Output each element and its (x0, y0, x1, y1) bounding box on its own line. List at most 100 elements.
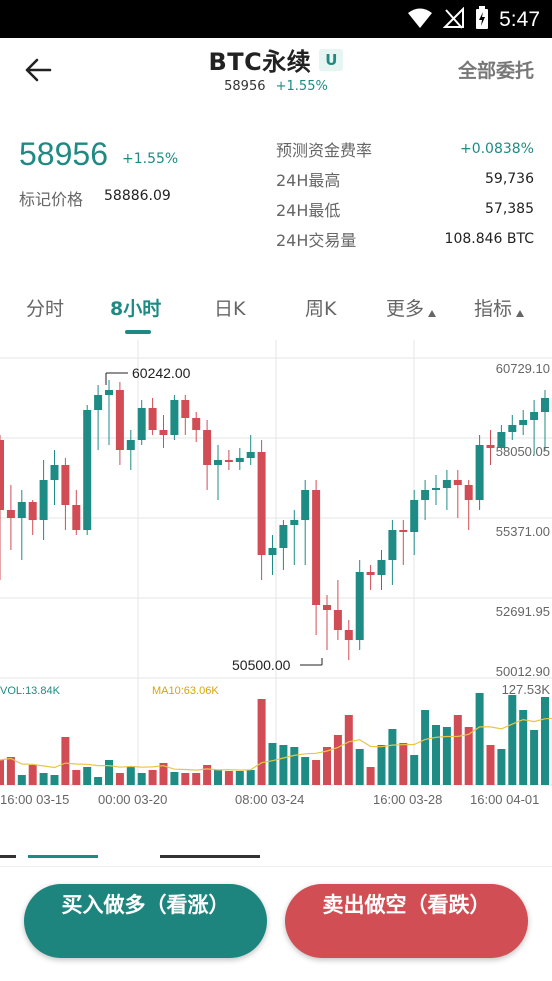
buy-long-button[interactable]: 买入做多（看涨） (24, 884, 267, 958)
volume-bar (519, 710, 528, 785)
candle-body (214, 460, 222, 465)
scrolled-content-peek (0, 851, 552, 865)
candle-body (6, 510, 15, 518)
candle-body (519, 420, 528, 425)
stat-24h-low: 24H最低 57,385 (276, 194, 534, 224)
candle-body (257, 452, 266, 555)
stat-24h-high: 24H最高 59,736 (276, 164, 534, 194)
dropdown-triangle-icon (516, 310, 525, 317)
price-axis-label: 60729.10 (496, 361, 550, 376)
high-price-label: 60242.00 (132, 365, 191, 381)
tab-daily[interactable]: 日K (214, 298, 246, 320)
time-axis-label: 08:00 03-24 (235, 792, 304, 807)
price-axis-label: 50012.90 (496, 664, 550, 679)
volume-bar (410, 755, 419, 785)
tab-more-label: 更多 (386, 298, 425, 320)
volume-bar (475, 693, 484, 785)
status-bar: 5:47 (0, 0, 552, 38)
volume-bar (137, 773, 146, 785)
tab-indicators-label: 指标 (474, 298, 513, 320)
back-button[interactable] (18, 52, 58, 88)
volume-bar (235, 771, 244, 785)
candle-body (508, 425, 517, 432)
page-title: BTC永续 (208, 48, 312, 76)
candle-body (115, 390, 124, 450)
peek-bar (0, 855, 16, 858)
volume-bar (105, 760, 113, 785)
time-axis-label: 16:00 03-28 (373, 792, 442, 807)
stat-value: 57,385 (485, 201, 534, 217)
candle-body (366, 572, 375, 575)
all-orders-link[interactable]: 全部委托 (457, 60, 534, 82)
candle-body (432, 488, 440, 490)
volume-bar (486, 745, 495, 785)
candle-body (399, 530, 408, 532)
candle-body (323, 605, 331, 610)
candle-body (235, 458, 244, 462)
candle-body (453, 480, 462, 485)
candle-body (159, 430, 168, 435)
stat-label: 24H最高 (276, 171, 341, 190)
candle-body (0, 440, 4, 510)
stat-label: 24H最低 (276, 201, 341, 220)
volume-bar (323, 747, 331, 785)
candle-body (497, 432, 506, 448)
chart-interval-tabs: 分时 8小时 日K 周K 更多 指标 (0, 288, 552, 334)
volume-bar (214, 770, 222, 785)
volume-ma-line (0, 717, 552, 771)
volume-bar (224, 771, 233, 785)
kline-chart[interactable]: 60242.00 50500.00 60729.10 58050.05 5537… (0, 340, 552, 815)
tab-timeline[interactable]: 分时 (26, 298, 65, 320)
candle-body (246, 452, 255, 458)
candle-body (137, 408, 146, 440)
volume-bar (17, 775, 26, 785)
battery-charging-icon (475, 6, 489, 34)
volume-bar (192, 773, 201, 785)
tab-more[interactable]: 更多 (386, 294, 437, 321)
price-change: +1.55% (122, 151, 179, 167)
stat-value: 108.846 BTC (444, 231, 534, 247)
candle-body (410, 500, 419, 532)
volume-bar (246, 770, 255, 785)
candle-body (377, 560, 386, 575)
volume-bar (61, 737, 70, 785)
candle-body (148, 408, 157, 430)
volume-bar (453, 715, 462, 785)
stat-label: 预测资金费率 (276, 141, 373, 160)
last-price: 58956 (19, 136, 108, 172)
signal-icon (442, 6, 465, 33)
dropdown-triangle-icon (428, 310, 437, 317)
candle-body (39, 480, 48, 520)
price-axis-label: 55371.00 (496, 524, 550, 539)
volume-bar (344, 715, 353, 785)
volume-bar (464, 727, 473, 785)
stats-list: 预测资金费率 +0.0838% 24H最高 59,736 24H最低 57,38… (276, 134, 534, 254)
status-icons: 5:47 (407, 6, 540, 34)
candle-body (17, 502, 26, 518)
candle-body (312, 490, 321, 605)
peek-bar (28, 855, 98, 858)
candle-body (224, 460, 233, 462)
mark-price-label: 标记价格 (19, 190, 84, 209)
volume-bar (203, 765, 212, 785)
volume-bar (290, 747, 299, 785)
header-title-block[interactable]: BTC永续 U 58956 +1.55% (0, 42, 552, 94)
candle-body (355, 572, 364, 640)
tab-weekly[interactable]: 周K (305, 298, 337, 320)
volume-bar (181, 773, 190, 785)
candle-body (464, 485, 473, 500)
wifi-icon (407, 7, 433, 33)
tab-indicators[interactable]: 指标 (474, 294, 525, 321)
tab-8h[interactable]: 8小时 (110, 298, 162, 320)
candle-body (94, 395, 103, 410)
volume-bar (28, 765, 37, 785)
volume-bar (159, 763, 168, 785)
sell-short-button[interactable]: 卖出做空（看跌） (285, 884, 528, 958)
candle-body (290, 520, 299, 525)
volume-bar (366, 767, 375, 785)
low-annotation: 50500.00 (232, 657, 323, 673)
status-time: 5:47 (499, 8, 540, 31)
candle-body (344, 630, 353, 640)
candle-body (301, 490, 310, 520)
candle-body (203, 430, 212, 465)
